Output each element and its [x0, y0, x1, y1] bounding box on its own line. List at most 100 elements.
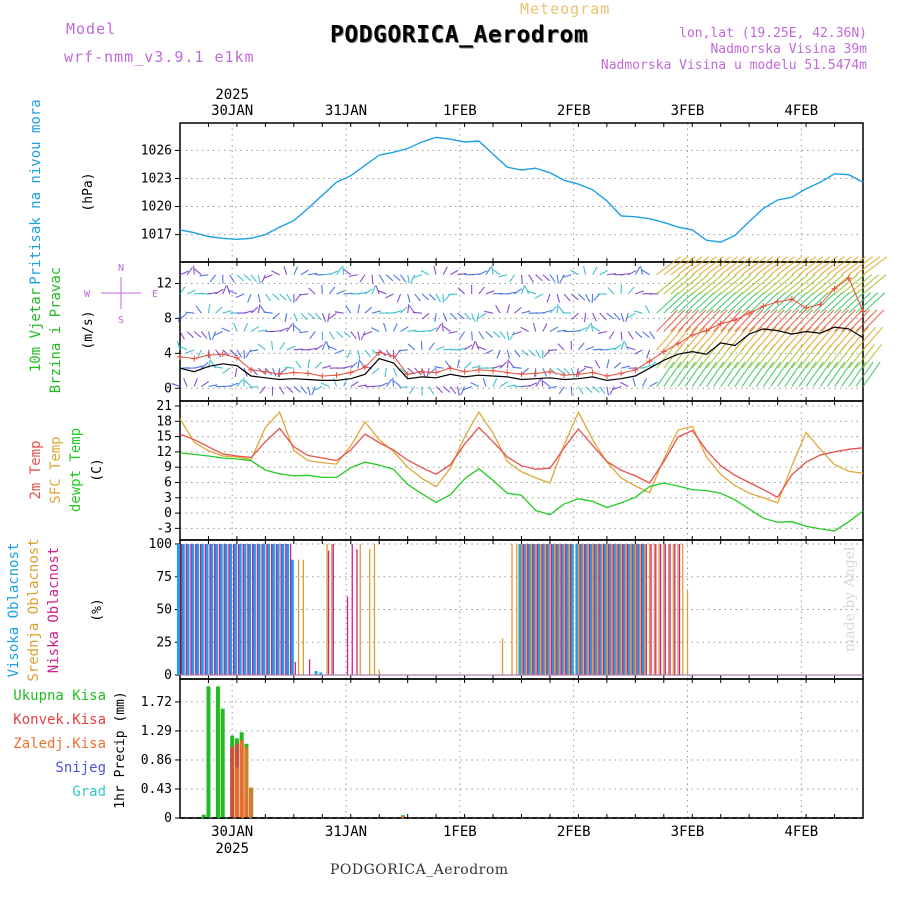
- cloud-bar-high: [546, 544, 550, 675]
- wind-arrow: [448, 330, 458, 334]
- wind-arrow: [186, 331, 195, 339]
- wind-arrow: [634, 349, 643, 355]
- wind-arrow: [720, 274, 745, 295]
- wind-arrow: [791, 309, 814, 332]
- wind-arrow: [556, 274, 559, 284]
- wind-arrow: [201, 380, 210, 387]
- wind-arrow: [805, 326, 827, 351]
- precip-bar: [244, 747, 249, 818]
- wind-arrow: [357, 331, 361, 341]
- wind-arrow: [363, 330, 373, 336]
- wind-arrow: [433, 265, 437, 275]
- wind-arrow: [612, 386, 622, 391]
- wind-arrow: [755, 256, 781, 276]
- wind-arrow: [720, 256, 745, 276]
- wind-gust-marker: [532, 370, 539, 377]
- cloud-bar-high: [229, 544, 233, 675]
- wind-gust-marker: [475, 366, 482, 373]
- wind-gust-marker: [646, 358, 653, 365]
- wind-arrow: [656, 256, 681, 276]
- wind-arrow: [827, 326, 848, 351]
- wind-arrow: [343, 268, 352, 276]
- wind-arrow: [784, 256, 810, 276]
- wind-arrow: [791, 256, 817, 276]
- wind-arrow: [496, 349, 501, 359]
- wind-arrow: [528, 349, 536, 357]
- wind-arrow: [770, 326, 791, 351]
- wind-arrow: [798, 256, 824, 276]
- wind-arrow: [342, 265, 345, 275]
- wind-arrow: [400, 274, 407, 283]
- wind-arrow: [207, 304, 211, 314]
- wind-gust-marker: [376, 349, 383, 356]
- wind-arrow: [663, 256, 689, 276]
- wind-arrow: [644, 304, 651, 314]
- y-tick-label: 3: [164, 491, 172, 506]
- wind-arrow: [677, 309, 700, 332]
- wind-arrow: [421, 293, 430, 301]
- wind-arrow: [812, 361, 831, 387]
- wind-arrow: [684, 256, 710, 276]
- wind-arrow: [307, 386, 311, 396]
- wind-arrow: [478, 331, 485, 340]
- wind-arrow: [805, 256, 831, 276]
- wind-arrow: [293, 266, 299, 275]
- wind-arrow: [755, 361, 774, 387]
- wind-arrow: [235, 293, 245, 299]
- wind-arrow: [345, 305, 352, 314]
- wind-arrow: [684, 274, 709, 295]
- wind-arrow: [200, 331, 208, 339]
- wind-arrow: [208, 384, 218, 388]
- wind-arrow: [307, 312, 316, 320]
- wind-arrow: [562, 274, 572, 278]
- cloud-bar-high: [603, 544, 607, 675]
- wind-arrow: [777, 274, 801, 295]
- y-tick-label: 1023: [141, 171, 172, 186]
- wind-arrow: [848, 256, 874, 276]
- temperature-line-2: [179, 452, 864, 532]
- wind-arrow: [279, 293, 287, 301]
- precip-bar: [201, 814, 206, 818]
- wind-arrow: [570, 367, 575, 377]
- wind-arrow: [286, 293, 292, 303]
- wind-arrow: [250, 306, 259, 314]
- wind-arrow: [521, 310, 531, 314]
- wind-arrow: [410, 274, 416, 284]
- wind-unit: (m/s): [81, 310, 96, 349]
- wind-arrow: [713, 256, 738, 276]
- product-title: Meteogram: [520, 0, 611, 18]
- wind-arrow: [791, 274, 816, 295]
- wind-arrow: [371, 367, 380, 375]
- wind-arrow: [457, 272, 467, 276]
- wind-arrow: [720, 361, 739, 387]
- wind-arrow: [396, 293, 402, 303]
- wind-arrow: [463, 386, 472, 391]
- wind-arrow: [777, 256, 802, 276]
- wind-arrow: [677, 361, 696, 387]
- wind-arrow: [328, 331, 335, 340]
- wind-arrow: [222, 349, 230, 357]
- wind-arrow: [456, 386, 460, 396]
- wind-arrow: [862, 309, 885, 332]
- wind-arrow: [585, 293, 591, 303]
- wind-arrow: [449, 312, 457, 321]
- wind-arrow: [784, 292, 808, 314]
- wind-arrow: [171, 382, 181, 388]
- wind-arrow: [578, 293, 586, 301]
- wind-arrow: [706, 256, 731, 276]
- wind-arrow: [442, 386, 451, 393]
- wind-arrow: [606, 273, 616, 276]
- wind-arrow: [741, 274, 766, 295]
- wind-arrow: [599, 312, 607, 320]
- wind-arrow: [570, 386, 573, 396]
- wind-arrow: [777, 309, 799, 332]
- wind-arrow: [677, 326, 699, 351]
- wind-arrow: [444, 293, 451, 302]
- wind-arrow: [727, 256, 753, 276]
- wind-arrow: [684, 361, 703, 387]
- wind-arrow: [624, 341, 629, 351]
- y-tick-label: 9: [164, 460, 172, 475]
- wind-arrow: [862, 256, 888, 276]
- wind-arrow: [819, 256, 845, 276]
- cloud-unit: (%): [90, 598, 105, 621]
